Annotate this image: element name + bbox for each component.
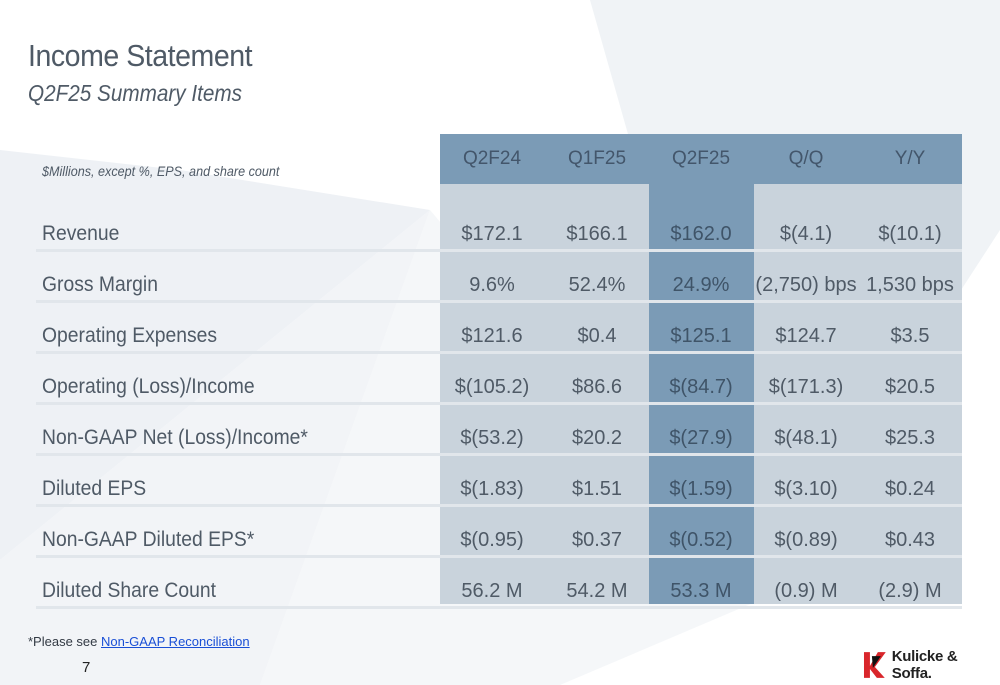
table-cell: (0.9) M <box>774 579 838 602</box>
table-cell: $(84.7) <box>669 375 733 398</box>
column-header: Q1F25 <box>545 134 649 184</box>
table-cell: 24.9% <box>672 273 730 296</box>
table-cell: $0.43 <box>884 528 936 551</box>
table-cell: (2,750) bps <box>755 273 857 296</box>
column-background-yy <box>858 184 962 604</box>
row-label: Revenue <box>42 222 120 245</box>
table-cell: $(48.1) <box>774 426 838 449</box>
table-cell: $(105.2) <box>454 375 530 398</box>
table-cell: $(0.95) <box>460 528 524 551</box>
table-cell: $124.7 <box>775 324 837 347</box>
table-cell: $172.1 <box>461 222 523 245</box>
row-label: Gross Margin <box>42 273 158 296</box>
table-cell: 53.3 M <box>670 579 732 602</box>
footnote: *Please see Non-GAAP Reconciliation <box>28 634 250 649</box>
row-divider <box>36 504 962 507</box>
table-cell: $(0.89) <box>774 528 838 551</box>
table-cell: $162.0 <box>670 222 732 245</box>
table-cell: $(1.83) <box>460 477 524 500</box>
footnote-prefix: *Please see <box>28 634 101 649</box>
table-cell: $86.6 <box>571 375 623 398</box>
table-cell: $(4.1) <box>779 222 833 245</box>
table-cell: $(27.9) <box>669 426 733 449</box>
table-cell: $0.24 <box>884 477 936 500</box>
non-gaap-reconciliation-link[interactable]: Non-GAAP Reconciliation <box>101 634 250 649</box>
table-cell: 56.2 M <box>461 579 523 602</box>
column-header: Q2F25 <box>649 134 753 184</box>
table-cell: $125.1 <box>670 324 732 347</box>
table-cell: $0.4 <box>577 324 617 347</box>
table-cell: $0.37 <box>571 528 623 551</box>
table-cell: $20.2 <box>571 426 623 449</box>
table-cell: 9.6% <box>469 273 515 296</box>
row-divider <box>36 402 962 405</box>
row-label: Operating (Loss)/Income <box>42 375 255 398</box>
table-cell: $(10.1) <box>878 222 942 245</box>
table-cell: $25.3 <box>884 426 936 449</box>
page-title: Income Statement <box>28 38 253 73</box>
row-label: Diluted EPS <box>42 477 147 500</box>
company-logo: Kulicke & Soffa. <box>863 648 1000 682</box>
row-divider <box>36 351 962 354</box>
table-cell: (2.9) M <box>878 579 942 602</box>
table-cell: 1,530 bps <box>866 273 954 296</box>
table-cell: $(171.3) <box>768 375 844 398</box>
page-number: 7 <box>82 659 91 676</box>
column-background-qq <box>754 184 859 604</box>
row-label: Non-GAAP Net (Loss)/Income* <box>42 426 308 449</box>
units-note: $Millions, except %, EPS, and share coun… <box>42 163 280 179</box>
table-cell: $(53.2) <box>460 426 524 449</box>
table-cell: $3.5 <box>890 324 930 347</box>
table-cell: $121.6 <box>461 324 523 347</box>
table-cell: $166.1 <box>566 222 628 245</box>
row-divider <box>36 555 962 558</box>
row-divider <box>36 249 962 252</box>
ks-logo-mark-icon <box>863 652 886 678</box>
table-cell: $(1.59) <box>669 477 733 500</box>
column-header: Y/Y <box>858 134 962 184</box>
row-label: Diluted Share Count <box>42 579 216 602</box>
row-divider <box>36 606 962 609</box>
column-header: Q2F24 <box>440 134 544 184</box>
table-cell: $1.51 <box>571 477 623 500</box>
table-cell: $20.5 <box>884 375 936 398</box>
logo-wordmark: Kulicke & Soffa. <box>891 648 958 682</box>
column-background-q2f24 <box>440 184 545 604</box>
row-divider <box>36 300 962 303</box>
row-label: Non-GAAP Diluted EPS* <box>42 528 255 551</box>
page-subtitle: Q2F25 Summary Items <box>28 80 242 106</box>
column-background-q1f25 <box>545 184 650 604</box>
column-header: Q/Q <box>754 134 858 184</box>
table-cell: 52.4% <box>568 273 626 296</box>
column-background-q2f25 <box>649 184 754 604</box>
table-cell: $(0.52) <box>669 528 733 551</box>
row-label: Operating Expenses <box>42 324 218 347</box>
table-cell: $(3.10) <box>774 477 838 500</box>
row-divider <box>36 453 962 456</box>
table-cell: 54.2 M <box>566 579 628 602</box>
